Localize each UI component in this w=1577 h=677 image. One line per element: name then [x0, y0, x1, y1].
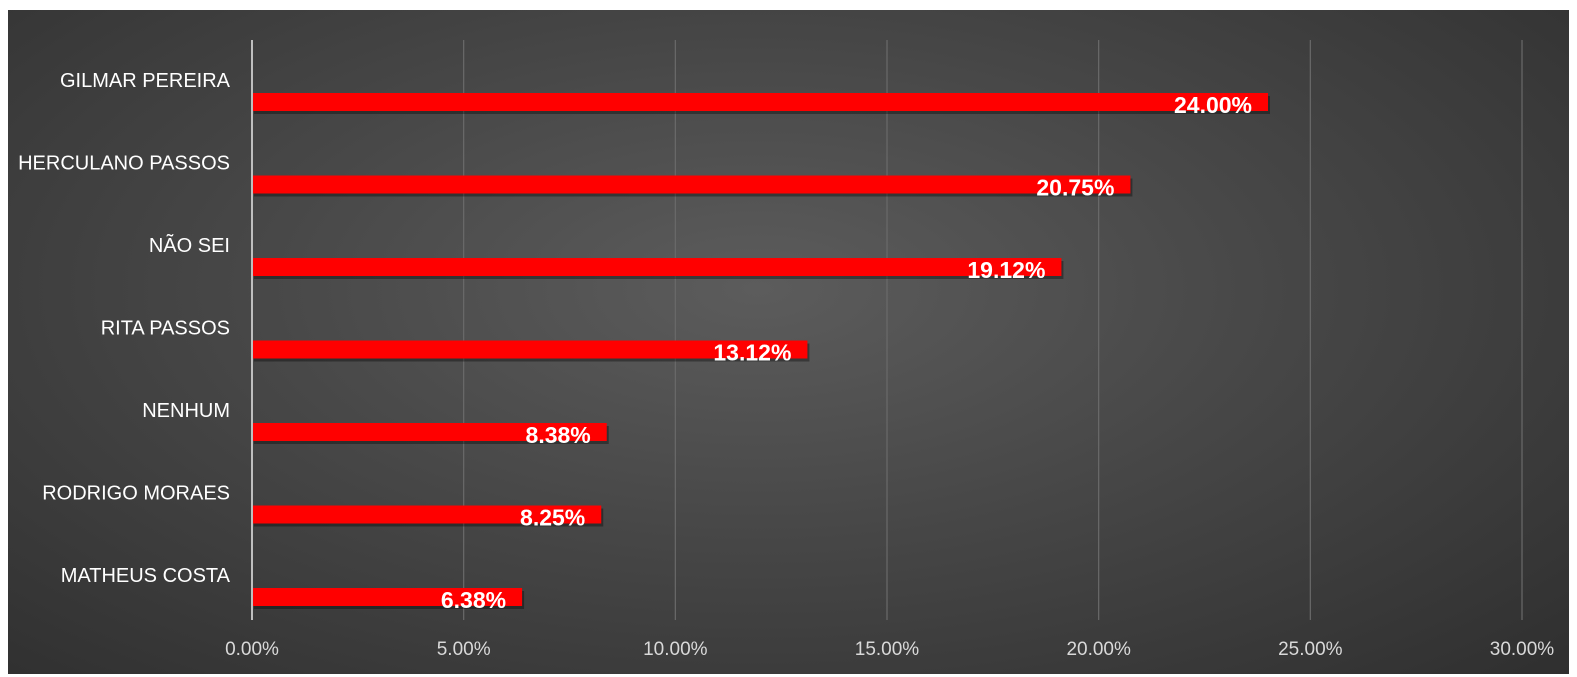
- x-tick-labels: 0.00% 5.00% 10.00% 15.00% 20.00% 25.00% 30.00%: [225, 639, 1554, 660]
- data-label: 24.00%: [1174, 92, 1252, 118]
- category-label: GILMAR PEREIRA: [60, 70, 231, 92]
- data-label: 19.12%: [967, 257, 1045, 283]
- category-label: MATHEUS COSTA: [61, 565, 231, 587]
- gridlines: [463, 40, 1523, 620]
- category-label: RITA PASSOS: [101, 318, 230, 340]
- bar: [252, 505, 602, 524]
- bar: [252, 423, 607, 441]
- x-tick-label: 30.00%: [1490, 639, 1555, 660]
- bar-chart: 24.00%20.75%19.12%13.12%8.38%8.25%6.38% …: [18, 40, 1554, 660]
- category-label: RODRIGO MORAES: [42, 483, 230, 505]
- bars: [252, 93, 1270, 609]
- bar: [252, 258, 1062, 276]
- bar: [252, 340, 808, 359]
- x-tick-label: 5.00%: [437, 639, 491, 660]
- data-label: 13.12%: [713, 340, 791, 366]
- data-labels: 24.00% 20.75% 19.12% 13.12% 8.38% 8.25% 6.38%: [441, 92, 1252, 613]
- x-tick-label: 20.00%: [1066, 639, 1131, 660]
- category-label: NÃO SEI: [149, 233, 230, 257]
- x-tick-label: 15.00%: [855, 639, 920, 660]
- bar: [252, 93, 1268, 111]
- data-label: 20.75%: [1036, 175, 1114, 201]
- data-label: 8.38%: [526, 422, 591, 448]
- category-label: NENHUM: [142, 400, 230, 422]
- category-label: HERCULANO PASSOS: [18, 153, 230, 175]
- chart-panel: 24.00% 20.75% 19.12% 13.12% 8.38% 8.25% 6.38% …: [8, 10, 1569, 674]
- data-label: 8.25%: [520, 505, 585, 531]
- bar: [252, 175, 1131, 194]
- x-tick-label: 25.00%: [1278, 639, 1343, 660]
- x-tick-label: 0.00%: [225, 639, 279, 660]
- x-tick-label: 10.00%: [643, 639, 708, 660]
- bar: [252, 588, 523, 606]
- data-label: 6.38%: [441, 587, 506, 613]
- category-labels: GILMAR PEREIRA HERCULANO PASSOS NÃO SEI RIT…: [18, 70, 231, 587]
